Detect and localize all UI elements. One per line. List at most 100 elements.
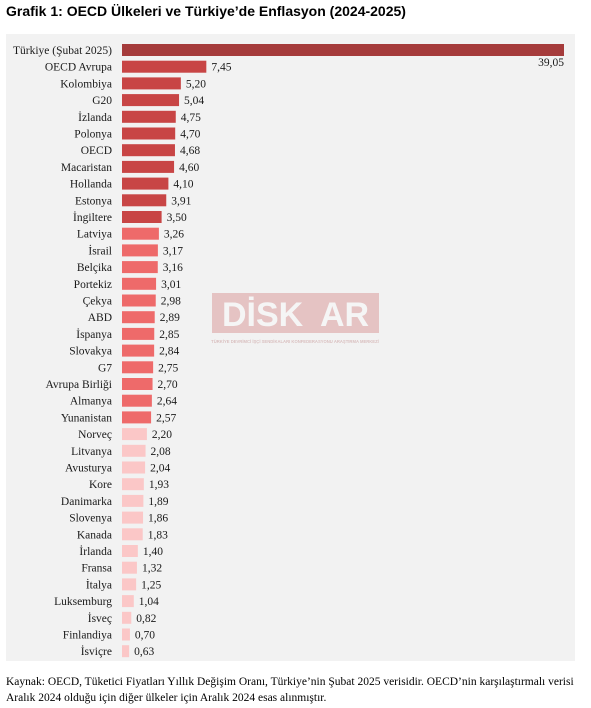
data-label: 2,64 [157,396,177,408]
category-label: Latviya [77,229,112,241]
data-label: 7,45 [211,62,231,74]
bar [122,511,144,524]
bar [122,177,169,190]
category-label: Macaristan [61,162,112,174]
bar [122,595,134,608]
data-label: 0,82 [136,613,156,625]
data-label: 5,20 [186,78,206,90]
bar [122,110,176,123]
watermark-tagline: TÜRKİYE DEVRİMCİ İŞÇİ SENDİKALARI KONFED… [211,339,379,344]
watermark-logo: DİSK AR TÜRKİYE DEVRİMCİ İŞÇİ SENDİKALAR… [211,293,379,344]
chart-title: Grafik 1: OECD Ülkeleri ve Türkiye’de En… [6,3,406,19]
category-label: Kolombiya [60,78,112,90]
category-label: Çekya [83,296,112,308]
data-label: 1,93 [149,479,169,491]
bar [122,294,156,307]
data-label: 2,57 [156,412,176,424]
bar [122,361,154,374]
category-label: İspanya [76,327,112,341]
category-label: Slovenya [69,513,112,525]
data-label: 3,91 [171,195,191,207]
data-label: 2,75 [158,362,178,374]
bar [122,578,137,591]
category-label: Portekiz [74,279,112,291]
category-label: İsrail [88,243,112,257]
category-label: Türkiye (Şubat 2025) [13,45,112,57]
data-label: 2,70 [158,379,178,391]
data-label: 4,70 [180,129,200,141]
bar [122,77,181,90]
watermark-text-left: DİSK [222,296,304,334]
bar [122,94,180,107]
data-label: 0,70 [135,630,155,642]
bar [122,244,158,257]
category-label: Estonya [75,195,112,207]
bar [122,127,176,140]
category-label: İrlanda [79,544,112,558]
data-label: 4,10 [173,179,193,191]
data-label: 1,04 [139,596,159,608]
bar [122,344,155,357]
data-label: 2,85 [159,329,179,341]
bar [122,60,207,73]
bar [122,461,146,474]
data-label: 39,05 [538,57,564,69]
data-label: 1,25 [141,579,161,591]
category-label: Slovakya [69,346,112,358]
category-label: Fransa [81,563,112,575]
category-label: Yunanistan [61,412,112,424]
data-label: 2,84 [159,346,179,358]
category-label: ABD [88,312,112,324]
category-label: OECD [81,145,112,157]
bar [122,611,132,624]
category-label: G7 [98,362,112,374]
bar [122,528,143,541]
data-label: 1,89 [148,496,168,508]
bar [122,44,564,56]
category-label: İtalya [86,577,112,591]
bar [122,645,130,658]
category-label: Norveç [78,429,112,441]
bar [122,144,175,157]
category-label: Avusturya [65,463,112,475]
bar [122,394,152,407]
category-label: Finlandiya [63,630,112,642]
bar [122,160,175,173]
watermark-band [212,293,379,333]
plot-area [6,34,575,661]
data-label: 1,86 [148,513,168,525]
category-label: İsveç [88,611,112,625]
category-label: OECD Avrupa [45,62,112,74]
data-label: 4,60 [179,162,199,174]
category-label: Litvanya [71,446,112,458]
watermark-text-right: AR [320,296,369,334]
category-label: Kanada [77,529,112,541]
data-label: 3,01 [161,279,181,291]
category-label: Belçika [77,262,112,274]
source-note: Kaynak: OECD, Tüketici Fiyatları Yıllık … [6,674,586,706]
data-label: 5,04 [184,95,204,107]
data-label: 3,17 [163,245,183,257]
data-label: 3,16 [163,262,183,274]
bar [122,428,147,441]
bars-group: Türkiye (Şubat 2025) 39,05 OECD Avrupa 7,45… [13,44,564,658]
source-line-1: Kaynak: OECD, Tüketici Fiyatları Yıllık … [6,676,574,688]
data-label: 1,32 [142,563,162,575]
bar [122,194,167,207]
data-label: 2,04 [150,463,170,475]
category-label: İsviçre [81,644,112,658]
data-label: 3,50 [167,212,187,224]
category-label: İngiltere [73,210,112,224]
bar [122,378,153,390]
bar [122,561,137,574]
data-label: 2,98 [161,296,181,308]
bar [122,211,162,223]
bar [122,327,155,340]
category-label: Avrupa Birliği [45,379,112,391]
bar [122,494,144,507]
category-label: Kore [89,479,112,491]
category-label: Danimarka [61,496,112,508]
source-line-2: Aralık 2024 olduğu için diğer ülkeler iç… [6,692,327,704]
data-label: 0,63 [134,646,154,658]
